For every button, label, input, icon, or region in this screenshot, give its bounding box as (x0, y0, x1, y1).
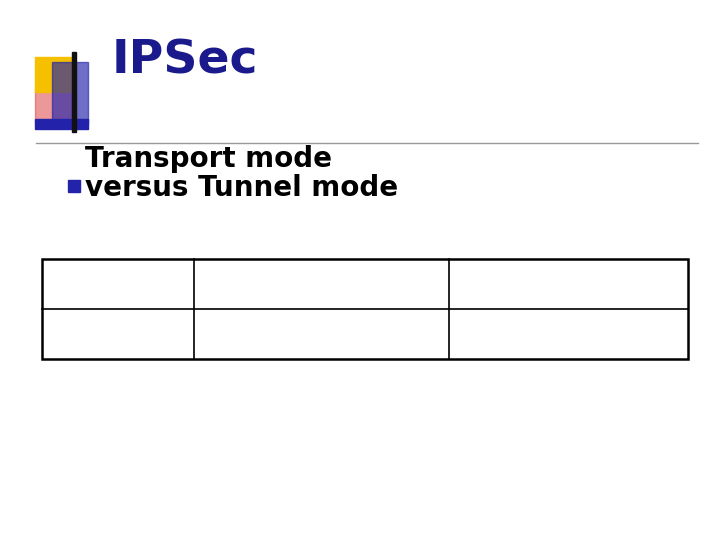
Bar (52, 62, 88, 124)
Bar (35, 119, 88, 129)
Text: Transport mode: Transport mode (85, 145, 332, 173)
Bar (35, 89, 72, 122)
Text: versus Tunnel mode: versus Tunnel mode (85, 174, 398, 202)
Bar (72, 52, 76, 132)
Text: IP header: IP header (577, 328, 636, 341)
Text: IPSec Package in Tunnel Mode: IPSec Package in Tunnel Mode (474, 278, 662, 291)
Bar (42, 259, 688, 359)
Text: new IP hdr | IPSec |: new IP hdr | IPSec | (504, 328, 629, 341)
Text: IPSec: IPSec (112, 39, 258, 84)
Text: | rest: | rest (608, 328, 644, 341)
Bar (35, 57, 72, 92)
Text: Original Packet: Original Packet (71, 278, 165, 291)
Bar (68, 180, 80, 192)
Text: IPsec Package in Transport Mode: IPsec Package in Transport Mode (219, 278, 423, 291)
Text: IP header: IP header (268, 328, 327, 341)
Text: | IPsec header | rest: | IPsec header | rest (299, 328, 428, 341)
Text: IP header | rest: IP header | rest (70, 328, 166, 341)
